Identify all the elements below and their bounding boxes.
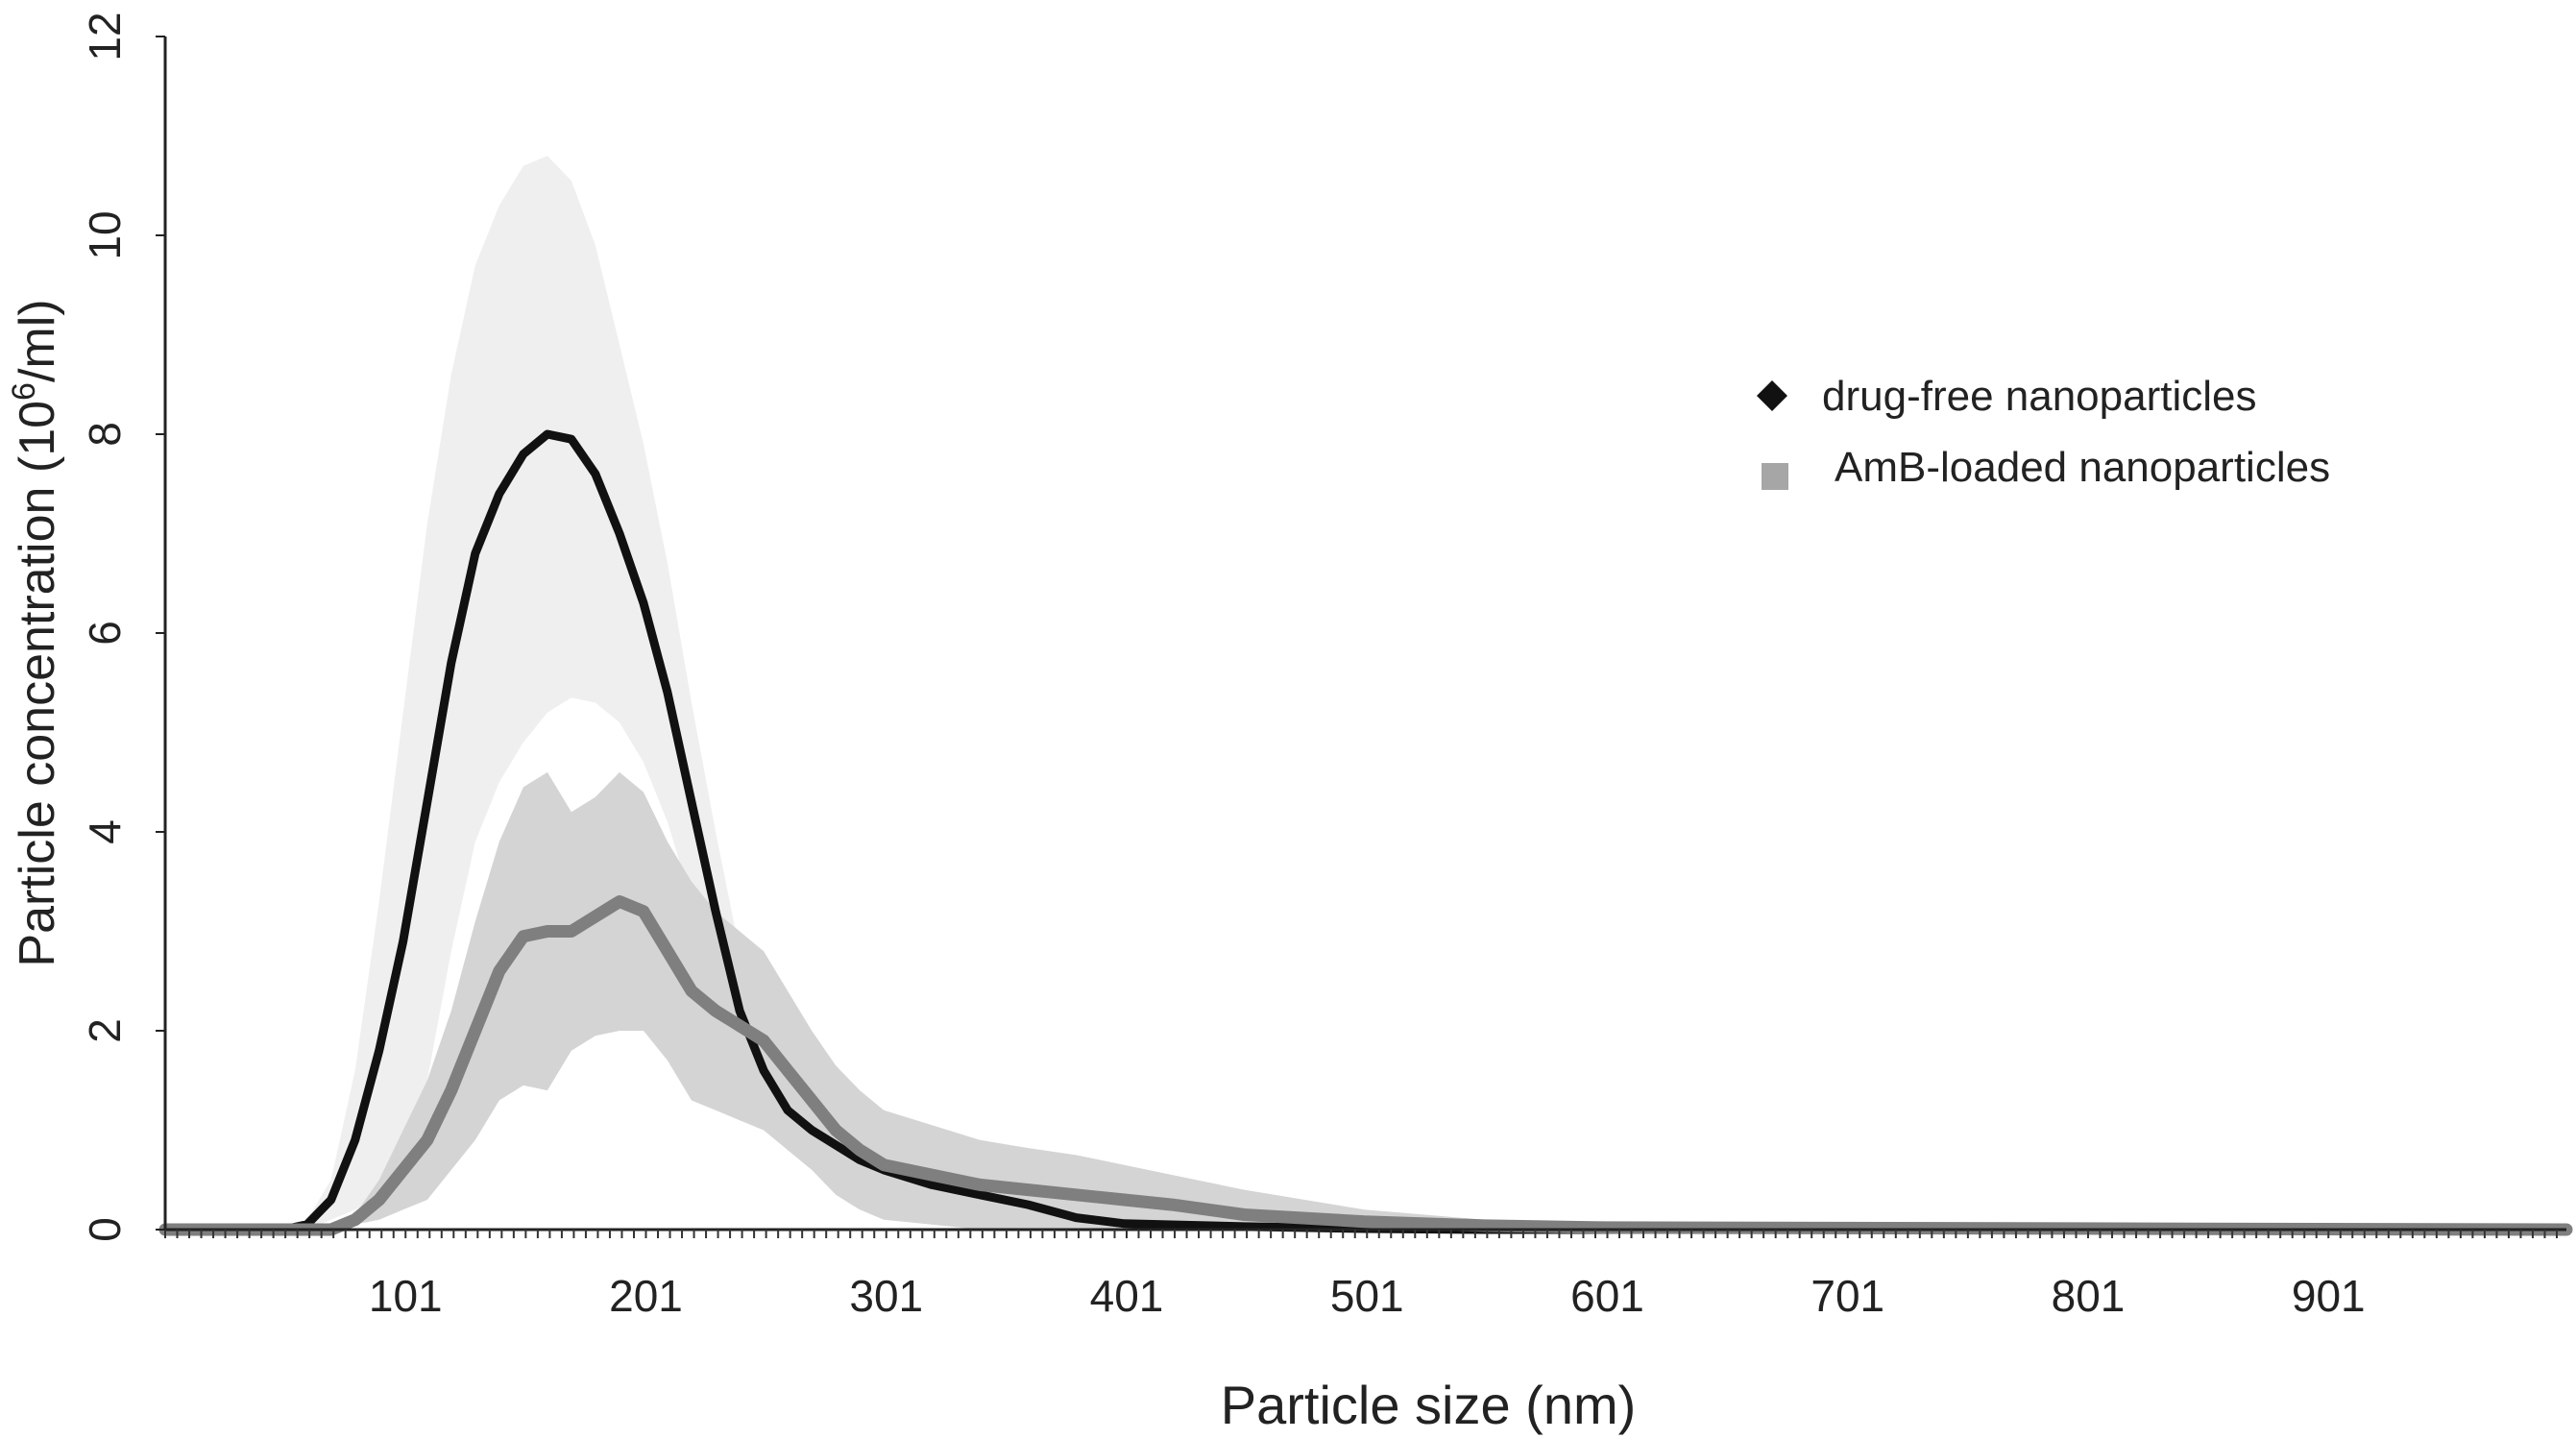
error-band-0: [165, 156, 2566, 1231]
x-tick-label: 401: [1090, 1271, 1164, 1321]
x-tick-label: 701: [1810, 1271, 1884, 1321]
legend-label-amb-loaded: AmB-loaded nanoparticles: [1835, 444, 2330, 491]
y-tick-label: 2: [80, 1018, 130, 1043]
x-tick-label: 301: [849, 1271, 923, 1321]
x-tick-label: 901: [2292, 1271, 2366, 1321]
y-axis-title: Particle concentration (106/ml): [6, 299, 65, 966]
legend: drug-free nanoparticles AmB-loaded nanop…: [1757, 373, 2330, 491]
x-tick-label: 101: [369, 1271, 443, 1321]
y-tick-label: 0: [80, 1217, 130, 1242]
series-line-0: [160, 429, 2571, 1234]
error-bands: [165, 156, 2566, 1231]
legend-label-drug-free: drug-free nanoparticles: [1822, 373, 2256, 420]
y-tick-label: 8: [80, 422, 130, 447]
series-lines: [158, 429, 2573, 1236]
legend-marker-amb-loaded: [1762, 463, 1788, 490]
y-axis-title-tail: /ml): [10, 299, 65, 382]
y-tick-label: 4: [80, 819, 130, 844]
y-tick-label: 10: [80, 210, 130, 259]
x-tick-label: 501: [1330, 1271, 1404, 1321]
y-axis-title-main: Particle concentration (10: [10, 401, 65, 967]
error-band-1: [165, 771, 2566, 1230]
y-tick-label: 6: [80, 621, 130, 646]
x-tick-label: 201: [609, 1271, 683, 1321]
series-line-1: [158, 895, 2573, 1236]
x-tick-label: 801: [2052, 1271, 2126, 1321]
y-ticks: 0 2 4 6 8 10 12: [80, 12, 165, 1242]
legend-marker-drug-free: [1757, 380, 1787, 411]
y-axis-title-superscript: 6: [6, 382, 42, 401]
x-tick-label: 601: [1570, 1271, 1644, 1321]
x-ticks: 101 201 301 401 501 601 701 801 901: [164, 1230, 2558, 1321]
x-axis-title: Particle size (nm): [1221, 1375, 1637, 1435]
y-tick-label: 12: [80, 12, 130, 61]
